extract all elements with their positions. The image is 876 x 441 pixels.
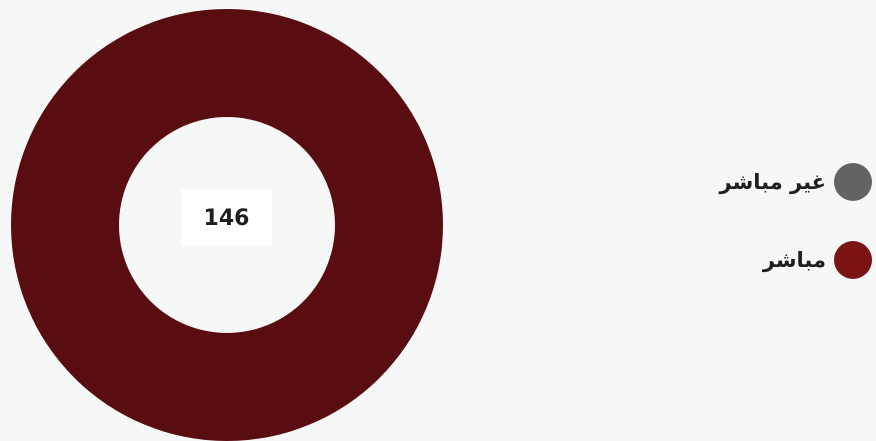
legend-label-indirect: غير مباشر (719, 170, 826, 194)
legend-swatch-indirect (834, 163, 872, 201)
legend-swatch-direct (834, 241, 872, 279)
donut-slice-1[interactable] (11, 9, 443, 441)
legend-label-direct: مباشر (762, 248, 826, 272)
legend: غير مباشر مباشر (652, 160, 872, 282)
legend-item-indirect[interactable]: غير مباشر (652, 160, 872, 204)
legend-item-direct[interactable]: مباشر (652, 238, 872, 282)
center-total: 146 (181, 190, 272, 246)
